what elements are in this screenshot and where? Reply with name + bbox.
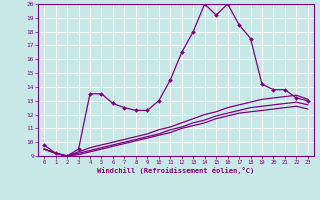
X-axis label: Windchill (Refroidissement éolien,°C): Windchill (Refroidissement éolien,°C) bbox=[97, 167, 255, 174]
